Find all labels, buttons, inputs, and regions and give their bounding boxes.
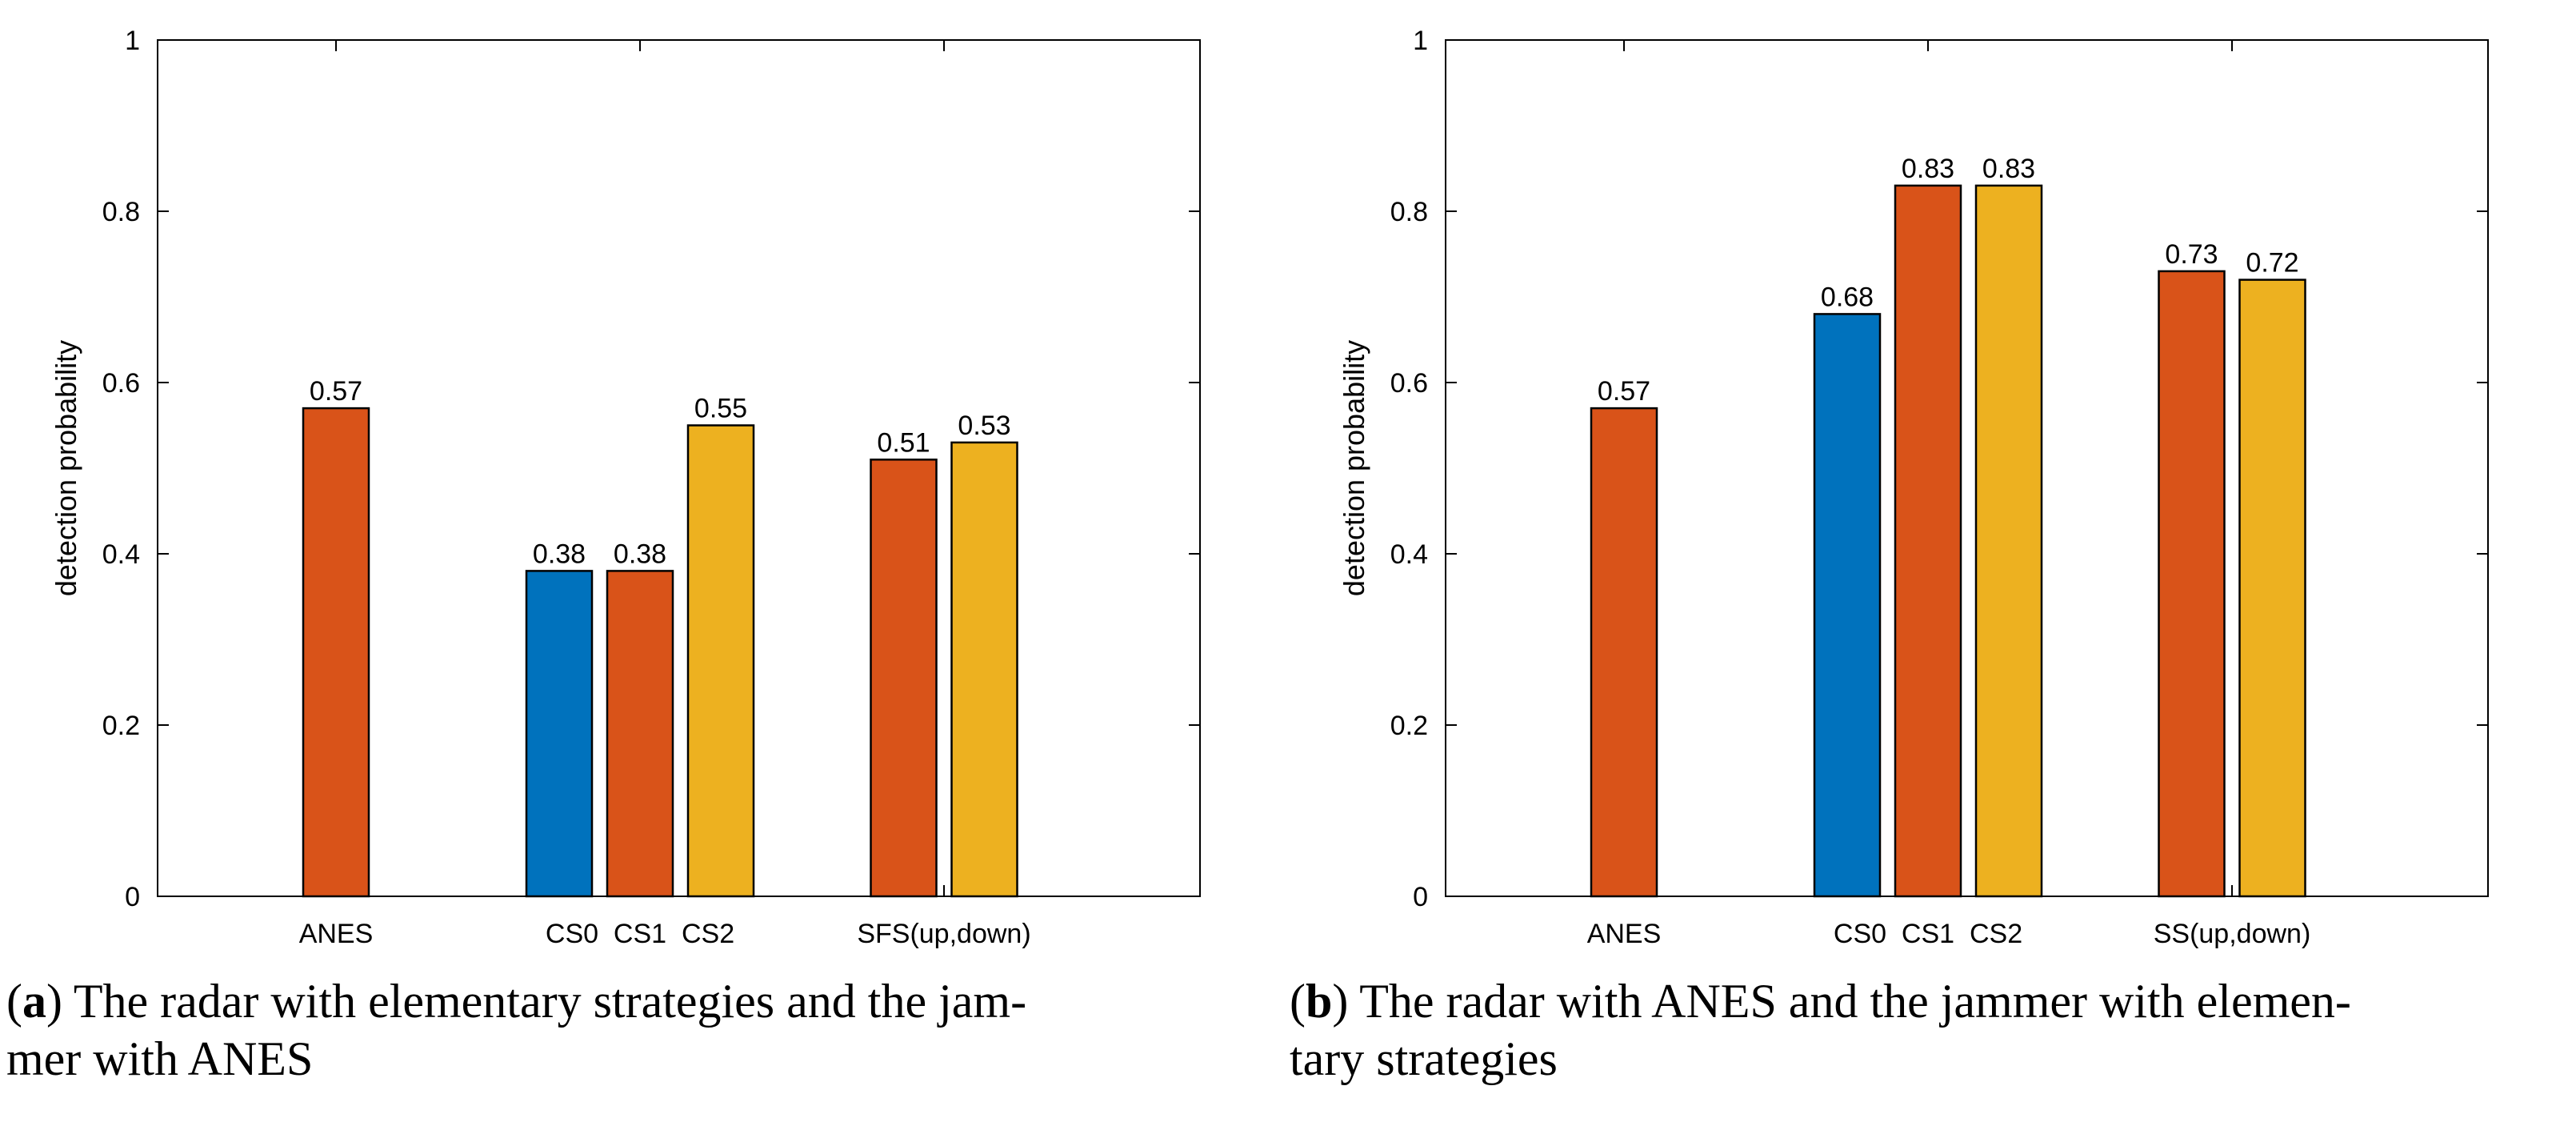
chart-a-bar-red: [870, 459, 938, 898]
chart-a-xtick-label: ANES: [299, 919, 374, 949]
chart-a-ytick-label: 0.4: [102, 539, 140, 570]
chart-b-bar-value-label: 0.73: [2165, 239, 2218, 270]
caption-b: (b) The radar with ANES and the jammer w…: [1290, 975, 2351, 1085]
chart-b-bar-red: [2158, 270, 2226, 898]
chart-b-ytick-label: 0: [1413, 882, 1428, 912]
chart-a-bar-blue: [525, 570, 594, 898]
chart-b-bar-yellow: [2238, 278, 2306, 898]
chart-a-ylabel: detection probability: [50, 340, 82, 596]
chart-a-bar-value-label: 0.38: [533, 539, 586, 569]
caption-b-text2: tary strategies: [1290, 1032, 1558, 1085]
chart-a-bar-red: [302, 407, 370, 898]
chart-a-bar-value-label: 0.51: [877, 427, 930, 458]
chart-b-bar-blue: [1813, 313, 1882, 898]
chart-b-xtick-label: ANES: [1587, 919, 1662, 949]
caption-b-letter: b: [1305, 975, 1333, 1028]
chart-b-ylabel: detection probability: [1338, 340, 1370, 596]
chart-panel-a: 0 0.2 0.4 0.6 0.8 1 detection probability ANES C…: [6, 26, 1201, 1085]
bar-chart-a: 0 0.2 0.4 0.6 0.8 1 detection probability ANES C…: [50, 26, 1201, 949]
chart-b-bar-value-label: 0.72: [2246, 248, 2298, 278]
chart-a-xtick-label: CS0 CS1 CS2: [546, 919, 734, 949]
chart-a-ytick-label: 0: [125, 882, 140, 912]
chart-b-bar-red: [1894, 184, 1962, 898]
caption-a: (a) The radar with elementary strategies…: [6, 975, 1027, 1085]
chart-a-bar-value-label: 0.55: [694, 394, 747, 424]
chart-panel-b: 0 0.2 0.4 0.6 0.8 1 detection probability ANES C…: [1288, 0, 2576, 1134]
chart-a-bar-value-label: 0.53: [958, 411, 1010, 441]
chart-b-bar-value-label: 0.83: [1902, 154, 1954, 184]
chart-a-ytick-label: 0.6: [102, 368, 140, 399]
chart-b-bar-value-label: 0.57: [1598, 376, 1650, 407]
caption-b-text: The radar with ANES and the jammer with …: [1359, 975, 2351, 1028]
chart-b-ytick-label: 1: [1413, 26, 1428, 56]
chart-a-ytick-label: 0.8: [102, 197, 140, 227]
chart-b-xtick-label: SS(up,down): [2154, 919, 2311, 949]
chart-a-axes-box: [157, 39, 1201, 897]
chart-b-bar-value-label: 0.68: [1821, 282, 1874, 312]
caption-a-text: The radar with elementary strategies and…: [73, 975, 1027, 1028]
bar-chart-b: 0 0.2 0.4 0.6 0.8 1 detection probability ANES C…: [1338, 26, 2489, 949]
chart-a-bar-yellow: [950, 441, 1018, 898]
caption-a-letter: a: [22, 975, 46, 1028]
chart-a-ytick-label: 0.2: [102, 711, 140, 741]
chart-a-bar-yellow: [686, 424, 755, 898]
chart-b-bar-yellow: [1974, 184, 2043, 898]
chart-b-axes-box: [1445, 39, 2489, 897]
chart-b-bar-red: [1590, 407, 1658, 898]
chart-b-xtick-label: CS0 CS1 CS2: [1834, 919, 2022, 949]
chart-b-ytick-label: 0.2: [1390, 711, 1428, 741]
chart-b-bar-value-label: 0.83: [1982, 154, 2035, 184]
chart-b-ytick-label: 0.8: [1390, 197, 1428, 227]
chart-a-xtick-label: SFS(up,down): [857, 919, 1030, 949]
chart-b-ytick-label: 0.4: [1390, 539, 1428, 570]
chart-a-bar-red: [606, 570, 674, 898]
chart-a-ytick-label: 1: [125, 26, 140, 56]
chart-a-bar-value-label: 0.38: [614, 539, 666, 569]
caption-a-text2: mer with ANES: [6, 1032, 314, 1085]
chart-b-ytick-label: 0.6: [1390, 368, 1428, 399]
chart-a-bar-value-label: 0.57: [310, 376, 362, 407]
